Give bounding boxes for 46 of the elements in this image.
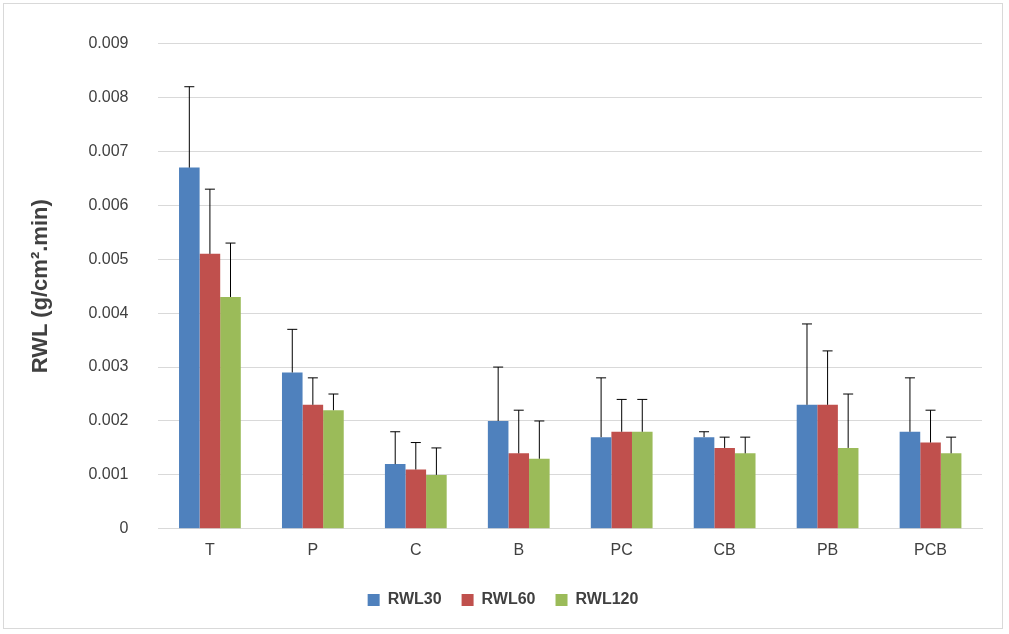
bar bbox=[281, 372, 303, 529]
bar bbox=[796, 404, 818, 529]
x-tick-label: P bbox=[307, 540, 319, 558]
x-tick-label: T bbox=[205, 540, 216, 558]
y-tick-label: 0.009 bbox=[88, 34, 129, 52]
y-tick-label: 0.006 bbox=[88, 195, 129, 213]
bar bbox=[384, 464, 406, 529]
y-tick-label: 0.005 bbox=[88, 249, 129, 267]
bar bbox=[508, 453, 530, 529]
bar bbox=[302, 404, 324, 529]
y-tick-label: 0.001 bbox=[88, 465, 129, 483]
bar bbox=[631, 431, 653, 529]
bar bbox=[426, 474, 447, 529]
legend-label: RWL30 bbox=[387, 590, 442, 608]
y-axis-title: RWL (g/cm².min) bbox=[27, 199, 53, 374]
bar bbox=[487, 420, 509, 529]
x-tick-label: CB bbox=[713, 540, 736, 558]
bar bbox=[405, 469, 427, 529]
bar bbox=[529, 458, 550, 529]
bar bbox=[899, 431, 921, 529]
bar bbox=[714, 447, 735, 529]
legend-label: RWL60 bbox=[481, 590, 536, 608]
y-tick-label: 0.008 bbox=[88, 87, 129, 105]
bar bbox=[590, 437, 612, 529]
bar bbox=[693, 437, 715, 529]
bar bbox=[817, 404, 838, 529]
legend-label: RWL120 bbox=[575, 590, 639, 608]
bar bbox=[199, 253, 221, 529]
y-tick-label: 0 bbox=[119, 519, 129, 537]
x-tick-label: PCB bbox=[914, 540, 947, 558]
x-tick-label: B bbox=[513, 540, 525, 558]
bar bbox=[220, 296, 241, 529]
bar bbox=[179, 167, 200, 529]
bar bbox=[940, 453, 962, 529]
y-tick-label: 0.003 bbox=[88, 357, 129, 375]
x-tick-label: C bbox=[410, 540, 422, 558]
y-tick-label: 0.007 bbox=[88, 141, 129, 159]
bar bbox=[611, 431, 632, 529]
x-tick-label: PB bbox=[816, 540, 839, 558]
x-tick-label: PC bbox=[610, 540, 633, 558]
bar bbox=[734, 453, 756, 529]
bar bbox=[920, 442, 941, 529]
y-tick-label: 0.002 bbox=[88, 411, 129, 429]
bar bbox=[837, 447, 859, 529]
bar bbox=[323, 410, 344, 529]
y-tick-label: 0.004 bbox=[88, 303, 129, 321]
